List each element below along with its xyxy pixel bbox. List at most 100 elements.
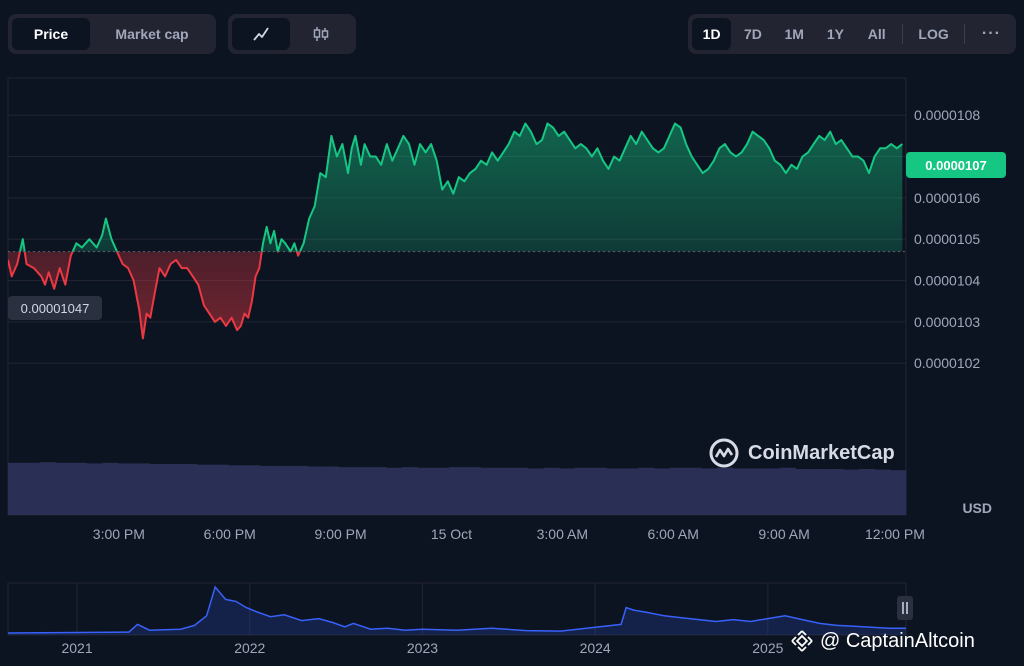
x-axis: 3:00 PM 6:00 PM 9:00 PM 15 Oct 3:00 AM 6:00 A… — [93, 526, 925, 542]
x-tick-label: 6:00 AM — [647, 526, 698, 542]
volume-bar — [102, 462, 119, 515]
range-all-button[interactable]: All — [867, 26, 886, 42]
volume-bar — [701, 468, 718, 515]
volume-bar — [386, 467, 403, 515]
volume-bar — [669, 467, 686, 515]
chart-style-toggle — [228, 14, 356, 54]
more-options-button[interactable]: ··· — [981, 25, 1001, 42]
volume-bar — [732, 468, 749, 515]
toolbar-divider — [902, 24, 904, 44]
volume-bar — [827, 469, 844, 515]
volume-bar — [685, 467, 702, 515]
range-1m-button[interactable]: 1M — [784, 26, 804, 42]
time-range-selector: 1D 7D 1M 1Y All LOG ··· — [688, 14, 1016, 54]
volume-bar — [653, 468, 670, 515]
x-tick-label: 3:00 AM — [537, 526, 588, 542]
volume-bar — [307, 466, 324, 515]
binance-logo-icon — [791, 630, 813, 652]
price-tab[interactable]: Price — [12, 18, 90, 50]
overview-tick-label: 2022 — [234, 640, 265, 656]
line-chart-button[interactable] — [232, 18, 290, 50]
chart-type-toggle: Price Market cap — [8, 14, 216, 54]
y-tick-label: 0.0000104 — [914, 273, 980, 289]
volume-bar — [55, 462, 72, 515]
volume-bar — [575, 467, 592, 515]
volume-bar — [118, 463, 135, 515]
log-scale-button[interactable]: LOG — [918, 26, 949, 42]
overview-area — [8, 587, 906, 635]
x-tick-label: 9:00 PM — [315, 526, 367, 542]
volume-bar — [338, 467, 355, 515]
range-handle-grip[interactable] — [897, 596, 913, 620]
volume-bar — [181, 464, 198, 515]
range-7d-button[interactable]: 7D — [743, 26, 762, 42]
y-tick-label: 0.0000102 — [914, 355, 980, 371]
line-chart-icon — [253, 27, 269, 41]
y-axis: 0.0000102 0.0000103 0.0000104 0.0000105 0.00… — [914, 107, 980, 371]
price-chart[interactable]: 0.0000102 0.0000103 0.0000104 0.0000105 0.00… — [0, 0, 1024, 550]
volume-bar — [39, 462, 56, 515]
watermark2-text: @ CaptainAltcoin — [820, 629, 975, 652]
volume-bar — [401, 467, 418, 515]
price-line-down — [8, 251, 302, 340]
price-line-up — [18, 122, 903, 252]
watermark-text: CoinMarketCap — [748, 441, 895, 464]
volume-bar — [86, 463, 103, 515]
volume-bar — [323, 466, 340, 515]
x-tick-label: 12:00 PM — [865, 526, 925, 542]
volume-bar — [512, 467, 529, 515]
volume-bars — [8, 462, 907, 515]
x-tick-label: 15 Oct — [431, 526, 472, 542]
volume-bar — [858, 469, 875, 515]
captainaltcoin-watermark: @ CaptainAltcoin — [790, 626, 975, 656]
volume-bar — [606, 468, 623, 515]
volume-bar — [228, 465, 245, 515]
current-price-tag: 0.0000107 — [906, 152, 1006, 178]
y-tick-label: 0.0000105 — [914, 231, 980, 247]
volume-bar — [811, 469, 828, 515]
range-1y-button[interactable]: 1Y — [826, 26, 844, 42]
range-handle[interactable] — [897, 596, 913, 620]
volume-bar — [622, 468, 639, 515]
volume-bar — [748, 468, 765, 515]
volume-bar — [433, 467, 450, 515]
volume-bar — [496, 467, 513, 515]
candlestick-button[interactable] — [292, 18, 350, 50]
volume-bar — [8, 462, 25, 515]
open-price-tag: 0.00001047 — [8, 296, 102, 320]
volume-bar — [795, 469, 812, 515]
volume-bar — [449, 467, 466, 515]
area-fill-up — [8, 123, 903, 252]
overview-line — [7, 585, 906, 635]
volume-bar — [716, 467, 734, 515]
volume-bar — [370, 467, 387, 515]
market-cap-tab[interactable]: Market cap — [115, 26, 189, 42]
y-tick-label: 0.0000103 — [914, 314, 980, 330]
volume-bar — [23, 462, 40, 515]
y-tick-label: 0.0000108 — [914, 107, 980, 123]
toolbar-divider — [963, 24, 965, 44]
candlestick-icon — [313, 27, 329, 41]
volume-bar — [417, 467, 434, 515]
overview-grid — [76, 583, 769, 635]
volume-bar — [543, 467, 560, 515]
overview-line-path — [7, 585, 906, 634]
overview-tick-label: 2021 — [61, 640, 92, 656]
overview-chart[interactable]: 2021 2022 2023 2024 2025 — [0, 580, 1024, 666]
overview-tick-label: 2024 — [580, 640, 611, 656]
volume-bar — [244, 465, 261, 515]
range-1d-button[interactable]: 1D — [692, 18, 732, 50]
x-tick-label: 6:00 PM — [204, 526, 256, 542]
volume-bar — [354, 467, 371, 515]
x-tick-label: 3:00 PM — [93, 526, 145, 542]
volume-bar — [71, 462, 88, 515]
volume-bar — [275, 465, 292, 515]
volume-bar — [779, 467, 797, 515]
chart-toolbar: Price Market cap 1D 7D 1M 1Y All LOG ··· — [8, 14, 1016, 54]
volume-bar — [149, 464, 166, 515]
overview-x-axis: 2021 2022 2023 2024 2025 — [61, 640, 783, 656]
coinmarketcap-logo-icon — [709, 438, 739, 468]
volume-bar — [874, 469, 891, 515]
coinmarketcap-watermark: CoinMarketCap — [708, 436, 895, 470]
volume-bar — [890, 470, 907, 515]
